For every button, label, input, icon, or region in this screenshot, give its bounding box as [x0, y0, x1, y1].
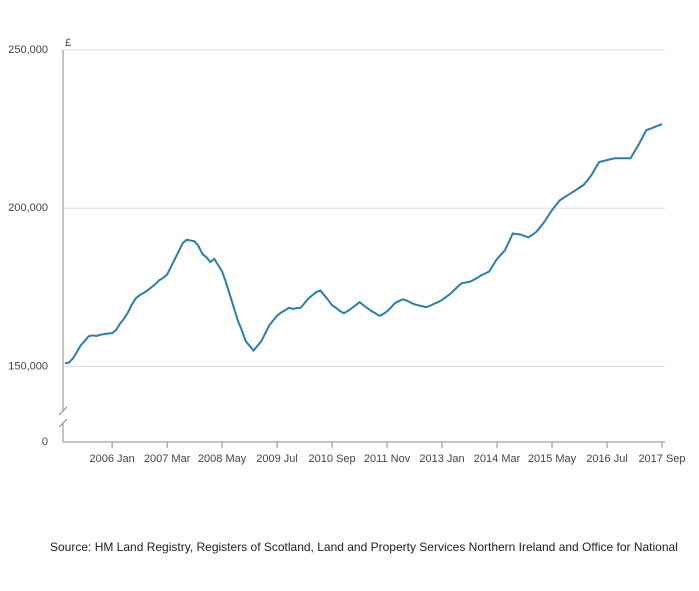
x-tick-label: 2010 Sep: [309, 453, 356, 465]
y-tick-label: 150,000: [8, 360, 48, 372]
y-tick-label: 0: [42, 436, 48, 448]
x-tick-label: 2006 Jan: [89, 453, 134, 465]
x-tick-label: 2014 Mar: [474, 453, 521, 465]
x-tick-label: 2007 Mar: [144, 453, 191, 465]
x-tick-label: 2009 Jul: [256, 453, 298, 465]
axis-break: [58, 418, 68, 428]
x-tick-label: 2017 Sep: [638, 453, 685, 465]
x-tick-label: 2015 May: [528, 453, 577, 465]
y-unit: £: [65, 37, 71, 49]
x-tick-label: 2011 Nov: [364, 453, 411, 465]
x-tick-label: 2008 May: [198, 453, 247, 465]
y-tick-label: 250,000: [8, 44, 48, 56]
x-tick-label: 2013 Jan: [419, 453, 464, 465]
x-tick-label: 2016 Jul: [586, 453, 628, 465]
y-tick-label: 200,000: [8, 202, 48, 214]
line: [64, 123, 663, 365]
axis-break: [58, 406, 68, 416]
source: Source: HM Land Registry, Registers of S…: [50, 540, 678, 554]
